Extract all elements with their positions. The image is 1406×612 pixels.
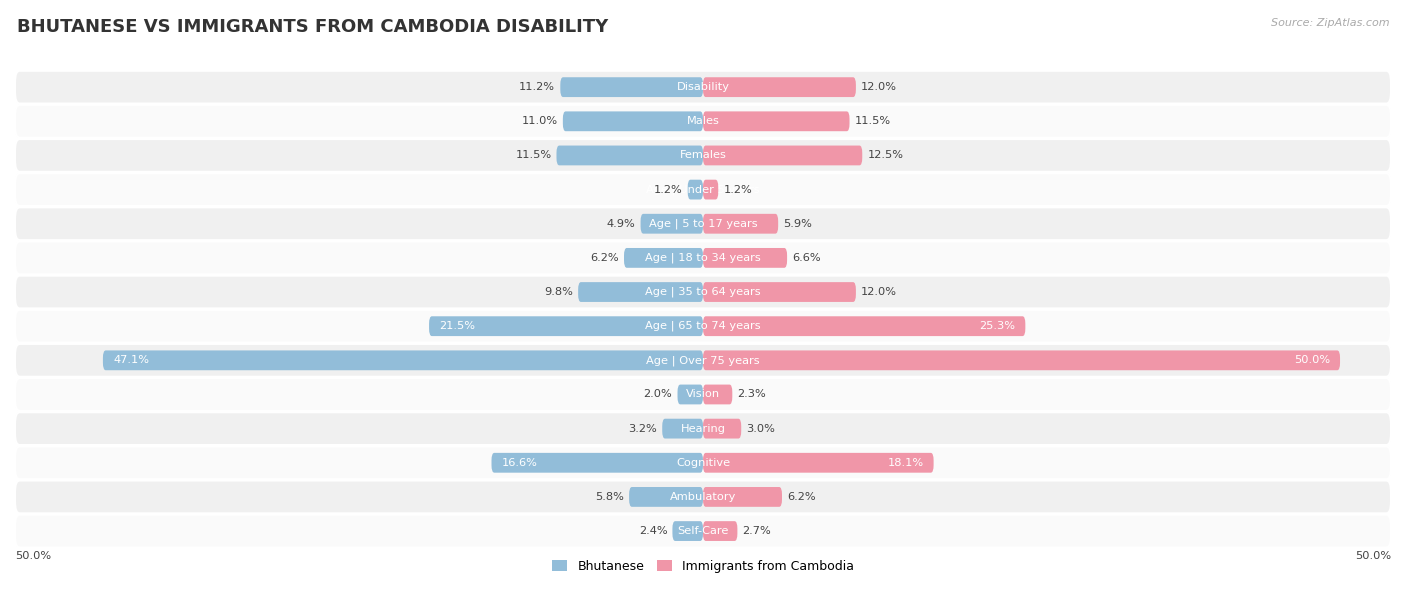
FancyBboxPatch shape [703,214,778,234]
FancyBboxPatch shape [15,378,1391,411]
FancyBboxPatch shape [641,214,703,234]
Text: BHUTANESE VS IMMIGRANTS FROM CAMBODIA DISABILITY: BHUTANESE VS IMMIGRANTS FROM CAMBODIA DI… [17,18,609,36]
FancyBboxPatch shape [672,521,703,541]
FancyBboxPatch shape [703,419,741,439]
Text: 50.0%: 50.0% [1355,551,1391,561]
Text: 2.4%: 2.4% [638,526,668,536]
FancyBboxPatch shape [492,453,703,472]
FancyBboxPatch shape [662,419,703,439]
FancyBboxPatch shape [561,77,703,97]
Text: Age | Under 5 years: Age | Under 5 years [647,184,759,195]
Text: Hearing: Hearing [681,424,725,434]
FancyBboxPatch shape [578,282,703,302]
Text: 47.1%: 47.1% [112,356,149,365]
Text: Males: Males [686,116,720,126]
Text: 21.5%: 21.5% [439,321,475,331]
Text: 4.9%: 4.9% [607,218,636,229]
Text: 6.6%: 6.6% [792,253,821,263]
FancyBboxPatch shape [703,248,787,268]
FancyBboxPatch shape [15,310,1391,343]
Text: 25.3%: 25.3% [979,321,1015,331]
Text: Age | 35 to 64 years: Age | 35 to 64 years [645,287,761,297]
Text: Disability: Disability [676,82,730,92]
FancyBboxPatch shape [688,180,703,200]
Text: 6.2%: 6.2% [787,492,815,502]
FancyBboxPatch shape [103,351,703,370]
FancyBboxPatch shape [703,282,856,302]
FancyBboxPatch shape [562,111,703,131]
Text: 9.8%: 9.8% [544,287,574,297]
Text: Self-Care: Self-Care [678,526,728,536]
Text: Age | 5 to 17 years: Age | 5 to 17 years [648,218,758,229]
Text: Source: ZipAtlas.com: Source: ZipAtlas.com [1271,18,1389,28]
FancyBboxPatch shape [703,351,1340,370]
Text: Females: Females [679,151,727,160]
Text: 3.2%: 3.2% [628,424,657,434]
Text: Age | 65 to 74 years: Age | 65 to 74 years [645,321,761,332]
FancyBboxPatch shape [703,487,782,507]
FancyBboxPatch shape [703,453,934,472]
FancyBboxPatch shape [15,515,1391,548]
Legend: Bhutanese, Immigrants from Cambodia: Bhutanese, Immigrants from Cambodia [553,560,853,573]
Text: 2.0%: 2.0% [644,389,672,400]
Text: 11.5%: 11.5% [515,151,551,160]
FancyBboxPatch shape [429,316,703,336]
FancyBboxPatch shape [15,173,1391,206]
FancyBboxPatch shape [628,487,703,507]
FancyBboxPatch shape [15,480,1391,513]
FancyBboxPatch shape [703,77,856,97]
Text: 11.2%: 11.2% [519,82,555,92]
FancyBboxPatch shape [15,275,1391,308]
Text: 2.3%: 2.3% [737,389,766,400]
FancyBboxPatch shape [703,111,849,131]
FancyBboxPatch shape [15,139,1391,172]
FancyBboxPatch shape [703,316,1025,336]
Text: Cognitive: Cognitive [676,458,730,468]
Text: 18.1%: 18.1% [887,458,924,468]
FancyBboxPatch shape [15,207,1391,240]
Text: Age | Over 75 years: Age | Over 75 years [647,355,759,365]
Text: 12.5%: 12.5% [868,151,904,160]
Text: 50.0%: 50.0% [1294,356,1330,365]
FancyBboxPatch shape [15,71,1391,103]
Text: 6.2%: 6.2% [591,253,619,263]
Text: 11.5%: 11.5% [855,116,891,126]
FancyBboxPatch shape [703,146,862,165]
Text: 50.0%: 50.0% [15,551,51,561]
Text: 5.8%: 5.8% [595,492,624,502]
Text: 12.0%: 12.0% [860,82,897,92]
Text: Vision: Vision [686,389,720,400]
Text: 2.7%: 2.7% [742,526,772,536]
FancyBboxPatch shape [15,105,1391,138]
FancyBboxPatch shape [15,344,1391,377]
Text: 1.2%: 1.2% [654,185,683,195]
Text: Ambulatory: Ambulatory [669,492,737,502]
FancyBboxPatch shape [15,446,1391,479]
Text: 16.6%: 16.6% [502,458,537,468]
Text: 11.0%: 11.0% [522,116,558,126]
FancyBboxPatch shape [703,180,718,200]
FancyBboxPatch shape [703,521,737,541]
Text: 3.0%: 3.0% [747,424,775,434]
Text: Age | 18 to 34 years: Age | 18 to 34 years [645,253,761,263]
Text: 5.9%: 5.9% [783,218,813,229]
FancyBboxPatch shape [624,248,703,268]
FancyBboxPatch shape [15,242,1391,274]
FancyBboxPatch shape [703,384,733,405]
FancyBboxPatch shape [678,384,703,405]
Text: 1.2%: 1.2% [723,185,752,195]
FancyBboxPatch shape [557,146,703,165]
Text: 12.0%: 12.0% [860,287,897,297]
FancyBboxPatch shape [15,412,1391,445]
